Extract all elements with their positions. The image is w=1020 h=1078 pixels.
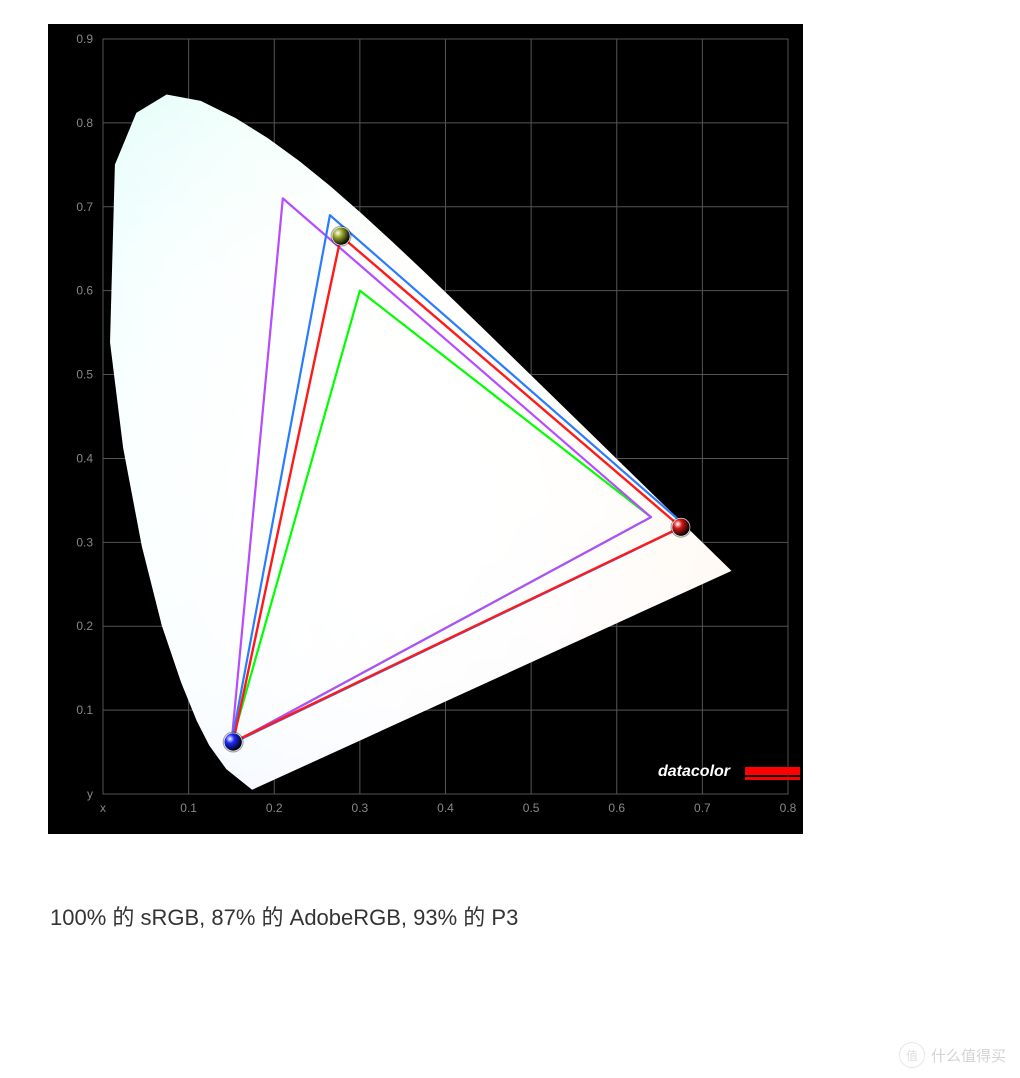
svg-text:0.7: 0.7 (694, 801, 711, 815)
svg-text:0.3: 0.3 (76, 535, 93, 549)
svg-text:datacolor: datacolor (658, 763, 731, 780)
svg-text:0.3: 0.3 (352, 801, 369, 815)
svg-text:0.6: 0.6 (76, 284, 93, 298)
svg-text:0.7: 0.7 (76, 200, 93, 214)
chromaticity-chart: x 0.1 0.2 0.3 0.4 0.5 0.6 0.7 0.8 y 0.1 0.2 0.3 0.4 0.… (48, 24, 803, 839)
svg-text:0.9: 0.9 (76, 32, 93, 46)
chart-svg: x 0.1 0.2 0.3 0.4 0.5 0.6 0.7 0.8 y 0.1 0.2 0.3 0.4 0.… (48, 24, 803, 834)
svg-text:0.2: 0.2 (76, 619, 93, 633)
svg-text:0.5: 0.5 (76, 368, 93, 382)
watermark: 值 什么值得买 (899, 1042, 1006, 1068)
svg-text:0.1: 0.1 (76, 703, 93, 717)
svg-text:0.6: 0.6 (608, 801, 625, 815)
svg-text:x: x (100, 801, 106, 815)
svg-text:0.8: 0.8 (76, 116, 93, 130)
caption-text: 100% 的 sRGB, 87% 的 AdobeRGB, 93% 的 P3 (50, 900, 518, 932)
svg-text:0.5: 0.5 (523, 801, 540, 815)
watermark-text: 什么值得买 (931, 1045, 1006, 1066)
svg-text:0.8: 0.8 (780, 801, 797, 815)
watermark-badge: 值 (899, 1042, 925, 1068)
svg-text:0.2: 0.2 (266, 801, 283, 815)
svg-text:0.4: 0.4 (437, 801, 454, 815)
svg-text:0.4: 0.4 (76, 451, 93, 465)
svg-text:0.1: 0.1 (180, 801, 197, 815)
svg-text:y: y (87, 787, 93, 801)
